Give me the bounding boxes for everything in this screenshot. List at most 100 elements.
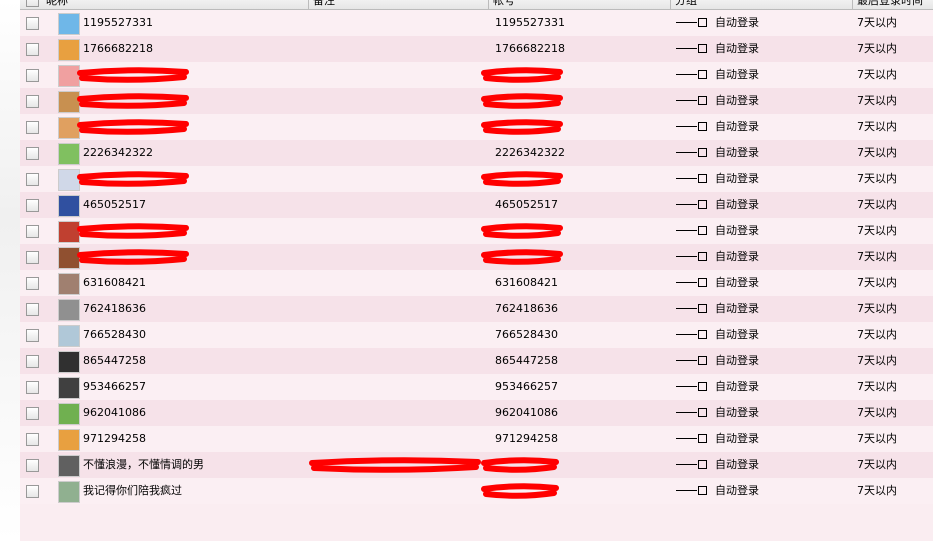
row-checkbox[interactable]	[26, 69, 39, 82]
group-box	[698, 122, 707, 131]
table-row[interactable]: 1766682218 1766682218 自动登录 7天以内	[20, 36, 933, 62]
avatar	[58, 39, 80, 61]
group-box	[698, 356, 707, 365]
table-row[interactable]: 自动登录 7天以内	[20, 218, 933, 244]
avatar	[58, 455, 80, 477]
table-row[interactable]: 自动登录 7天以内	[20, 62, 933, 88]
account: 865447258	[495, 354, 558, 367]
row-checkbox[interactable]	[26, 381, 39, 394]
group: 自动登录	[715, 198, 759, 211]
table-row[interactable]: 953466257 953466257 自动登录 7天以内	[20, 374, 933, 400]
account: 962041086	[495, 406, 558, 419]
table-row[interactable]: 865447258 865447258 自动登录 7天以内	[20, 348, 933, 374]
group-line	[676, 490, 697, 491]
last-login: 7天以内	[857, 172, 897, 185]
table-row[interactable]: 971294258 971294258 自动登录 7天以内	[20, 426, 933, 452]
group-box	[698, 200, 707, 209]
table-row[interactable]: 我记得你们陪我疯过 自动登录 7天以内	[20, 478, 933, 504]
row-checkbox[interactable]	[26, 407, 39, 420]
last-login: 7天以内	[857, 198, 897, 211]
row-checkbox[interactable]	[26, 121, 39, 134]
group-box	[698, 330, 707, 339]
group-box	[698, 18, 707, 27]
redaction	[77, 171, 189, 187]
last-login: 7天以内	[857, 120, 897, 133]
avatar	[58, 429, 80, 451]
group-box	[698, 96, 707, 105]
nickname: 631608421	[83, 276, 146, 289]
header-cell[interactable]: 分组	[670, 0, 697, 9]
table-row[interactable]: 631608421 631608421 自动登录 7天以内	[20, 270, 933, 296]
table-row[interactable]: 自动登录 7天以内	[20, 166, 933, 192]
row-checkbox[interactable]	[26, 199, 39, 212]
group-box	[698, 460, 707, 469]
table-row[interactable]: 自动登录 7天以内	[20, 88, 933, 114]
group: 自动登录	[715, 354, 759, 367]
last-login: 7天以内	[857, 42, 897, 55]
header-cell[interactable]: 备注	[308, 0, 335, 9]
row-checkbox[interactable]	[26, 303, 39, 316]
redaction	[77, 93, 189, 109]
table-row[interactable]: 2226342322 2226342322 自动登录 7天以内	[20, 140, 933, 166]
redaction	[481, 457, 559, 473]
row-checkbox[interactable]	[26, 225, 39, 238]
row-checkbox[interactable]	[26, 329, 39, 342]
avatar	[58, 221, 80, 243]
header-cell[interactable]: 昵称	[46, 0, 68, 7]
row-checkbox[interactable]	[26, 277, 39, 290]
redaction	[481, 171, 563, 187]
avatar	[58, 169, 80, 191]
group: 自动登录	[715, 432, 759, 445]
group-line	[676, 438, 697, 439]
table-row[interactable]: 自动登录 7天以内	[20, 244, 933, 270]
last-login: 7天以内	[857, 432, 897, 445]
row-checkbox[interactable]	[26, 173, 39, 186]
row-checkbox[interactable]	[26, 147, 39, 160]
select-all[interactable]	[26, 0, 39, 7]
redaction	[481, 249, 563, 265]
header-cell[interactable]: 最后登录时间	[852, 0, 923, 9]
row-checkbox[interactable]	[26, 459, 39, 472]
table-row[interactable]: 不懂浪漫，不懂情调的男 自动登录 7天以内	[20, 452, 933, 478]
group: 自动登录	[715, 68, 759, 81]
row-checkbox[interactable]	[26, 43, 39, 56]
nickname: 不懂浪漫，不懂情调的男	[83, 458, 204, 471]
group-box	[698, 408, 707, 417]
table-row[interactable]: 465052517 465052517 自动登录 7天以内	[20, 192, 933, 218]
avatar	[58, 247, 80, 269]
table-row[interactable]: 1195527331 1195527331 自动登录 7天以内	[20, 10, 933, 36]
account: 465052517	[495, 198, 558, 211]
row-checkbox[interactable]	[26, 355, 39, 368]
nickname: 1766682218	[83, 42, 153, 55]
group: 自动登录	[715, 406, 759, 419]
last-login: 7天以内	[857, 484, 897, 497]
group: 自动登录	[715, 302, 759, 315]
nickname: 953466257	[83, 380, 146, 393]
row-checkbox[interactable]	[26, 433, 39, 446]
group-box	[698, 226, 707, 235]
row-checkbox[interactable]	[26, 95, 39, 108]
row-checkbox[interactable]	[26, 485, 39, 498]
redaction	[481, 93, 563, 109]
nickname: 2226342322	[83, 146, 153, 159]
group-box	[698, 304, 707, 313]
group-line	[676, 100, 697, 101]
avatar	[58, 117, 80, 139]
table-row[interactable]: 762418636 762418636 自动登录 7天以内	[20, 296, 933, 322]
avatar	[58, 273, 80, 295]
nickname: 865447258	[83, 354, 146, 367]
table-row[interactable]: 962041086 962041086 自动登录 7天以内	[20, 400, 933, 426]
group: 自动登录	[715, 276, 759, 289]
table-row[interactable]: 自动登录 7天以内	[20, 114, 933, 140]
header-cell[interactable]: 帐号	[488, 0, 515, 9]
group: 自动登录	[715, 16, 759, 29]
group: 自动登录	[715, 94, 759, 107]
header: 昵称 备注 帐号 分组 最后登录时间	[20, 0, 933, 10]
group-box	[698, 70, 707, 79]
group: 自动登录	[715, 380, 759, 393]
group-box	[698, 148, 707, 157]
row-checkbox[interactable]	[26, 251, 39, 264]
row-checkbox[interactable]	[26, 17, 39, 30]
last-login: 7天以内	[857, 328, 897, 341]
table-row[interactable]: 766528430 766528430 自动登录 7天以内	[20, 322, 933, 348]
